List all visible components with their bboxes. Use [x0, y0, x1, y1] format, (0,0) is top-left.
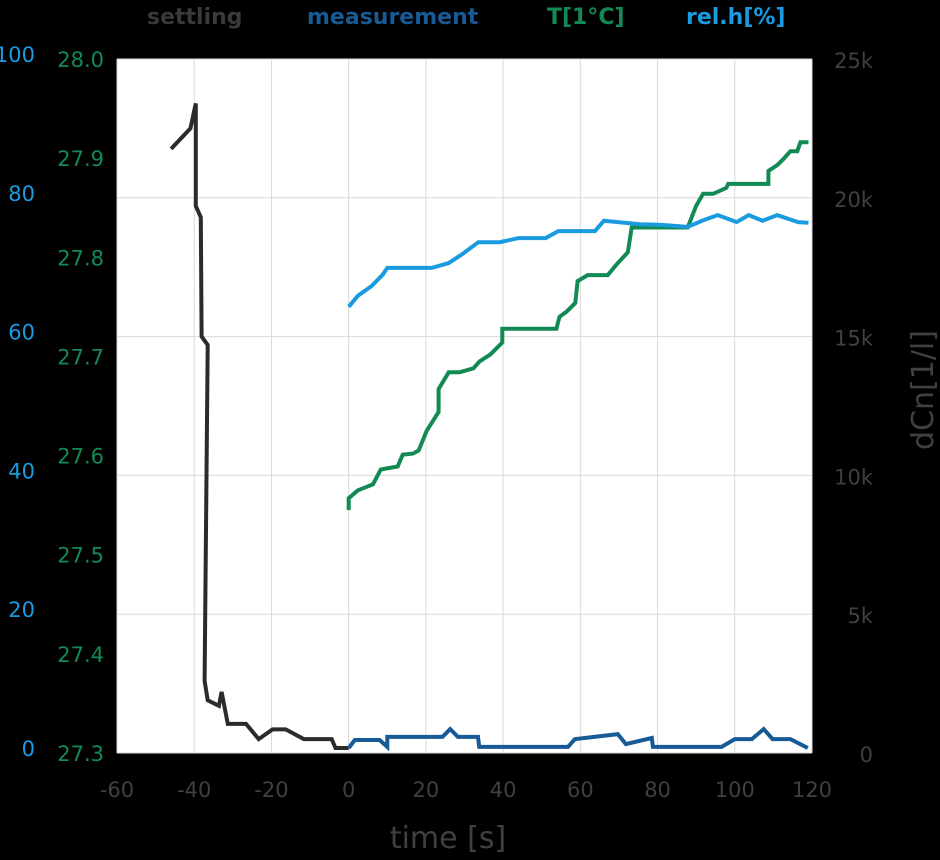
temp-tick-label: 27.4 — [57, 643, 104, 667]
right-tick-label: 5k — [847, 604, 873, 628]
right-tick-label: 20k — [834, 188, 874, 212]
humidity-tick-label: 100 — [0, 43, 35, 67]
temp-tick-label: 27.3 — [57, 742, 104, 766]
series-tc — [346, 140, 809, 511]
x-tick-label: 80 — [644, 778, 671, 802]
humidity-tick-label: 20 — [8, 598, 35, 622]
temp-axis-ticks: 27.3 27.4 27.5 27.6 27.7 27.8 27.9 28.0 — [57, 48, 104, 766]
humidity-axis-ticks: 0 20 40 60 80 100 — [0, 43, 35, 761]
right-tick-label: 10k — [834, 465, 874, 489]
legend-temperature: T[1°C] — [547, 5, 625, 30]
right-tick-label: 15k — [834, 327, 874, 351]
humidity-tick-label: 40 — [8, 459, 35, 483]
temp-tick-label: 27.8 — [57, 246, 104, 270]
x-tick-label: -40 — [177, 778, 211, 802]
temp-tick-label: 27.6 — [57, 445, 104, 469]
temp-tick-label: 27.5 — [57, 544, 104, 568]
legend-humidity: rel.h[%] — [686, 5, 785, 30]
temp-tick-label: 27.9 — [57, 147, 104, 171]
humidity-tick-label: 0 — [22, 737, 35, 761]
legend: settling measurement T[1°C] rel.h[%] — [147, 5, 785, 30]
series-settling — [169, 102, 349, 750]
x-tick-label: 60 — [567, 778, 594, 802]
x-axis-title: time [s] — [390, 821, 506, 856]
x-tick-label: 0 — [342, 778, 355, 802]
series-lines — [169, 102, 809, 752]
temp-tick-label: 28.0 — [57, 48, 104, 72]
x-tick-label: -60 — [100, 778, 134, 802]
right-tick-label: 25k — [834, 49, 874, 73]
legend-measurement: measurement — [307, 5, 479, 30]
temp-tick-label: 27.7 — [57, 345, 104, 369]
legend-settling: settling — [147, 5, 243, 30]
x-tick-label: 100 — [715, 778, 755, 802]
right-tick-label: 0 — [860, 743, 873, 767]
x-axis-ticks: -60 -40 -20 0 20 40 60 80 100 120 — [100, 778, 832, 802]
right-axis-title: dCn[1/l] — [906, 330, 940, 450]
right-axis-ticks: 0 5k 10k 15k 20k 25k — [834, 49, 874, 767]
series-measurement — [347, 726, 809, 752]
x-tick-label: 40 — [490, 778, 517, 802]
x-tick-label: 20 — [413, 778, 440, 802]
series-relh — [347, 212, 809, 309]
gridlines — [116, 58, 813, 754]
x-tick-label: -20 — [254, 778, 288, 802]
humidity-tick-label: 80 — [8, 182, 35, 206]
humidity-tick-label: 60 — [8, 321, 35, 345]
plot-area — [117, 59, 812, 753]
x-tick-label: 120 — [792, 778, 832, 802]
